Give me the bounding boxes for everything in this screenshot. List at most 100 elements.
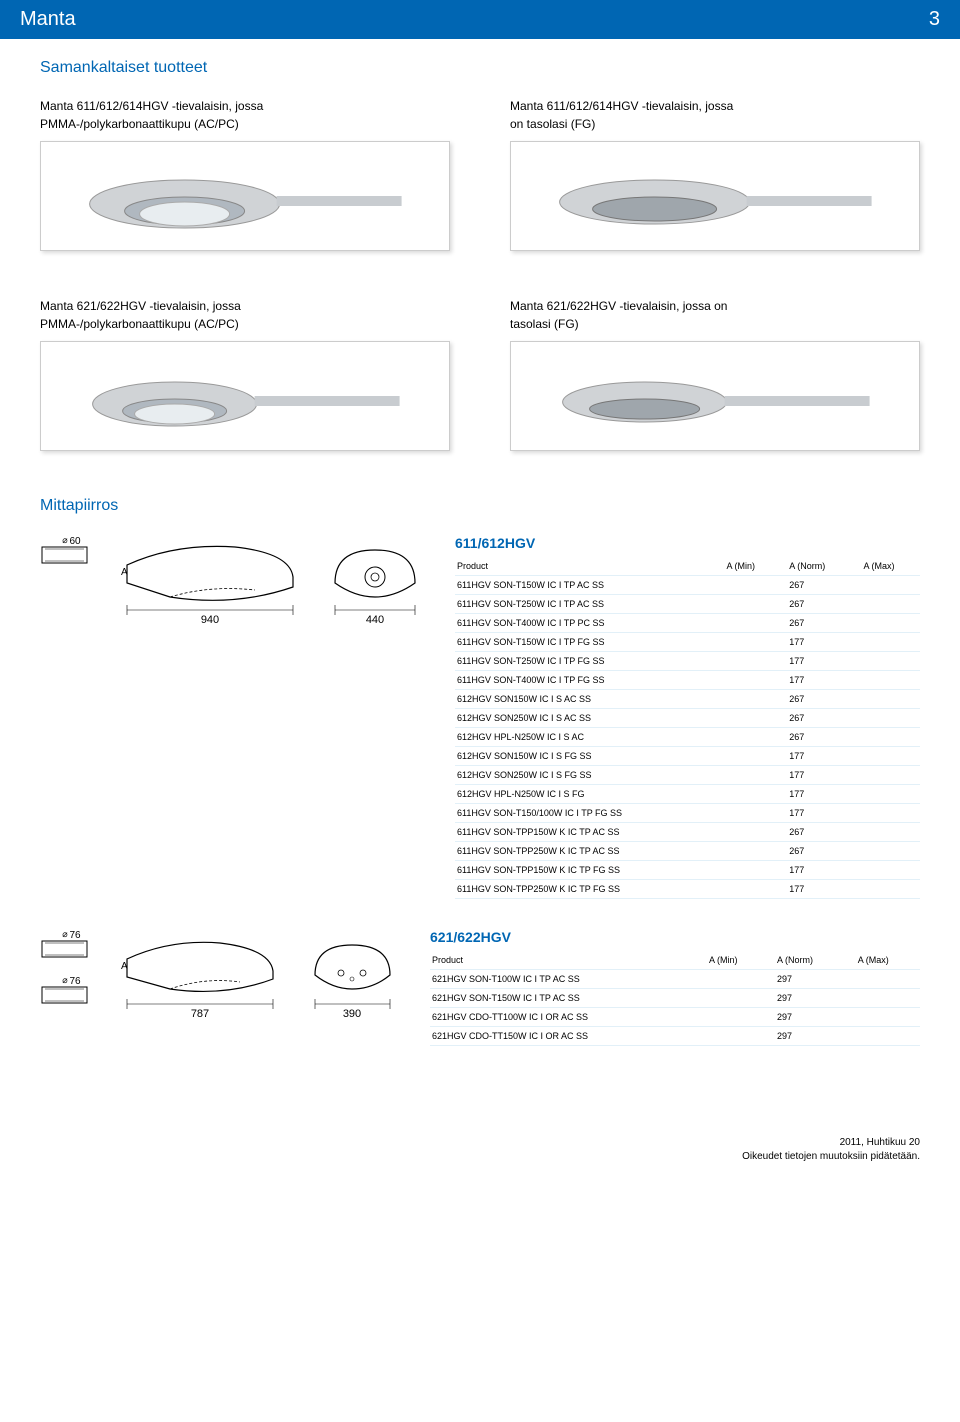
- table-cell: [853, 614, 920, 633]
- lamp-icon: [61, 356, 428, 436]
- product-card: Manta 611/612/614HGV -tievalaisin, jossa…: [510, 97, 920, 257]
- table-header: A (Max): [848, 951, 920, 970]
- table-cell: 177: [779, 633, 853, 652]
- table-cell: [853, 823, 920, 842]
- svg-text:60: 60: [69, 536, 81, 547]
- product-row: Manta 621/622HGV -tievalaisin, jossa PMM…: [40, 297, 920, 457]
- table-cell: [699, 1027, 767, 1046]
- table-cell: [853, 785, 920, 804]
- table-cell: 621HGV SON-T150W IC I TP AC SS: [430, 989, 699, 1008]
- svg-text:⌀: ⌀: [62, 929, 68, 939]
- table-cell: 177: [779, 804, 853, 823]
- table-cell: 177: [779, 671, 853, 690]
- side-view-diagram: A 940: [115, 535, 305, 625]
- table-row: 621HGV SON-T100W IC I TP AC SS297: [430, 970, 920, 989]
- table-cell: 611HGV SON-T400W IC I TP FG SS: [455, 671, 717, 690]
- card-line: on tasolasi (FG): [510, 117, 595, 131]
- table-cell: [717, 671, 780, 690]
- table-cell: [717, 614, 780, 633]
- table-row: 611HGV SON-TPP250W K IC TP AC SS 267: [455, 842, 920, 861]
- table-row: 611HGV SON-TPP250W K IC TP FG SS177: [455, 880, 920, 899]
- table-cell: 297: [767, 1027, 848, 1046]
- svg-text:76: 76: [69, 930, 81, 941]
- table-row: 621HGV CDO-TT150W IC I OR AC SS 297: [430, 1027, 920, 1046]
- table-cell: [853, 671, 920, 690]
- table-row: 611HGV SON-TPP150W K IC TP AC SS267: [455, 823, 920, 842]
- table-cell: 267: [779, 842, 853, 861]
- table-cell: [853, 766, 920, 785]
- page-footer: 2011, Huhtikuu 20 Oikeudet tietojen muut…: [0, 1116, 960, 1184]
- table-cell: 621HGV CDO-TT150W IC I OR AC SS: [430, 1027, 699, 1046]
- table-cell: [717, 595, 780, 614]
- svg-text:A: A: [121, 961, 128, 972]
- table-cell: 612HGV HPL-N250W IC I S AC: [455, 728, 717, 747]
- table-row: 612HGV SON150W IC I S AC SS267: [455, 690, 920, 709]
- product-card: Manta 611/612/614HGV -tievalaisin, jossa…: [40, 97, 450, 257]
- spec-table-wrap: 621/622HGV ProductA (Min)A (Norm)A (Max)…: [430, 929, 920, 1046]
- table-cell: 612HGV SON150W IC I S AC SS: [455, 690, 717, 709]
- table-cell: [853, 709, 920, 728]
- lamp-icon: [61, 156, 428, 236]
- table-row: 611HGV SON-T150/100W IC I TP FG SS177: [455, 804, 920, 823]
- front-view-diagram: 390: [305, 929, 400, 1019]
- card-line: Manta 621/622HGV -tievalaisin, jossa: [40, 299, 241, 313]
- product-card: Manta 621/622HGV -tievalaisin, jossa PMM…: [40, 297, 450, 457]
- table-cell: [699, 989, 767, 1008]
- table-cell: 297: [767, 989, 848, 1008]
- table-cell: 611HGV SON-TPP250W K IC TP AC SS: [455, 842, 717, 861]
- spec-table-wrap: 611/612HGV ProductA (Min)A (Norm)A (Max)…: [455, 535, 920, 899]
- table-cell: 267: [779, 728, 853, 747]
- table-cell: 612HGV HPL-N250W IC I S FG: [455, 785, 717, 804]
- header-title: Manta: [20, 8, 76, 31]
- table-cell: [853, 576, 920, 595]
- page-content: Samankaltaiset tuotteet Manta 611/612/61…: [0, 39, 960, 1116]
- table-cell: [717, 766, 780, 785]
- table-row: 612HGV HPL-N250W IC I S FG177: [455, 785, 920, 804]
- card-line: PMMA-/polykarbonaattikupu (AC/PC): [40, 117, 239, 131]
- product-image: [510, 341, 920, 451]
- dimensions-title: Mittapiirros: [40, 497, 920, 515]
- table-cell: [717, 709, 780, 728]
- spec-table: ProductA (Min)A (Norm)A (Max)611HGV SON-…: [455, 557, 920, 899]
- table-cell: 267: [779, 576, 853, 595]
- table-cell: 611HGV SON-T400W IC I TP PC SS: [455, 614, 717, 633]
- table-cell: 177: [779, 880, 853, 899]
- dimension-diagrams: ⌀ 76 ⌀ 76 A: [40, 929, 400, 1019]
- table-cell: [853, 633, 920, 652]
- table-cell: 267: [779, 595, 853, 614]
- lamp-icon: [531, 356, 898, 436]
- front-view-diagram: 440: [325, 535, 425, 625]
- svg-text:⌀: ⌀: [62, 535, 68, 545]
- tube-diagram: ⌀ 76: [40, 929, 95, 969]
- table-row: 611HGV SON-T400W IC I TP PC SS267: [455, 614, 920, 633]
- table-row: 611HGV SON-T150W IC I TP AC SS267: [455, 576, 920, 595]
- card-line: Manta 611/612/614HGV -tievalaisin, jossa: [510, 99, 733, 113]
- card-text: Manta 611/612/614HGV -tievalaisin, jossa…: [40, 97, 450, 133]
- dimensions-section: Mittapiirros ⌀ 60 A: [40, 497, 920, 1046]
- table-cell: 611HGV SON-T250W IC I TP AC SS: [455, 595, 717, 614]
- table-cell: [699, 970, 767, 989]
- table-header: Product: [455, 557, 717, 576]
- table-cell: [717, 804, 780, 823]
- card-line: PMMA-/polykarbonaattikupu (AC/PC): [40, 317, 239, 331]
- table-header: Product: [430, 951, 699, 970]
- table-cell: [717, 880, 780, 899]
- svg-text:390: 390: [343, 1008, 361, 1019]
- table-cell: [717, 823, 780, 842]
- page-number: 3: [929, 8, 940, 31]
- product-image: [510, 141, 920, 251]
- dimension-row: ⌀ 60 A 940: [40, 535, 920, 899]
- product-image: [40, 141, 450, 251]
- table-header: A (Min): [699, 951, 767, 970]
- table-cell: [853, 880, 920, 899]
- table-cell: 611HGV SON-TPP150W K IC TP AC SS: [455, 823, 717, 842]
- table-cell: [848, 1008, 920, 1027]
- table-row: 621HGV SON-T150W IC I TP AC SS 297: [430, 989, 920, 1008]
- card-text: Manta 621/622HGV -tievalaisin, jossa PMM…: [40, 297, 450, 333]
- svg-text:787: 787: [191, 1008, 209, 1019]
- table-row: 611HGV SON-T150W IC I TP FG SS177: [455, 633, 920, 652]
- table-cell: [717, 747, 780, 766]
- table-row: 612HGV SON250W IC I S AC SS267: [455, 709, 920, 728]
- table-cell: [853, 652, 920, 671]
- card-text: Manta 611/612/614HGV -tievalaisin, jossa…: [510, 97, 920, 133]
